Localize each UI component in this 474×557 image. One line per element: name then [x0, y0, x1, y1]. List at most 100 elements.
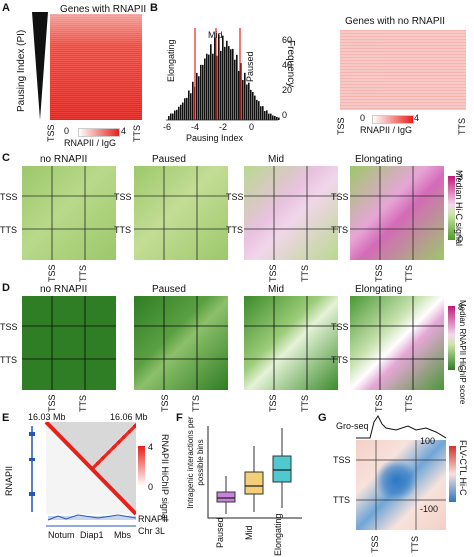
- panel-g-tss-xlabel: TSS: [370, 535, 380, 553]
- histogram-bar: [226, 40, 228, 120]
- histogram-bar: [272, 115, 274, 120]
- panel-g-tts-label: TTS: [333, 495, 350, 505]
- histogram-bar: [172, 113, 174, 120]
- histogram-bar: [190, 93, 192, 120]
- panel-e-cbar-label: RNAPII HiChIP signal: [160, 434, 170, 521]
- histogram-bar: [180, 104, 182, 120]
- gene-diap1: Diap1: [80, 530, 104, 540]
- no-rnapii-heatmap: [340, 30, 466, 110]
- panel-c-tss-label-4: TSS: [331, 192, 349, 202]
- panel-c-colorbar: [448, 176, 455, 240]
- boxplot-axes: [207, 426, 302, 519]
- boxplot-box: [244, 471, 264, 495]
- contact-pixel: [128, 430, 131, 433]
- hichip-map-mid: [244, 296, 338, 390]
- panel-e-letter: E: [2, 412, 10, 424]
- hist-xlabel: Pausing Index: [186, 133, 244, 143]
- histogram-bar: [254, 95, 256, 120]
- panel-d-tts-xlabel-3: TTS: [300, 395, 310, 412]
- hichip-grid-lines: [22, 296, 444, 390]
- histogram-bar: [196, 72, 198, 120]
- histogram-bar: [198, 76, 200, 120]
- panel-a-colorbar: [78, 128, 120, 137]
- panel-a-letter: A: [2, 2, 10, 14]
- panel-b-letter: B: [150, 2, 158, 14]
- histogram-bar: [174, 110, 176, 120]
- panel-d-tts-xlabel-4: TTS: [404, 395, 414, 412]
- panel-a-cbar-max: 4: [121, 126, 127, 136]
- contact-pixel: [113, 445, 116, 448]
- panel-d-letter: D: [2, 282, 10, 294]
- contact-pixel: [97, 461, 100, 464]
- panel-c-tts-label: TTS: [0, 225, 17, 235]
- flv-ctl-hic-map: [356, 440, 446, 530]
- panel-d-title-1: no RNAPII: [40, 284, 88, 295]
- panel-c-cbar-max: 3: [458, 172, 464, 182]
- hist-ytick-40: 40: [282, 60, 293, 70]
- histogram-bar: [214, 37, 216, 120]
- panel-d-tss-label-4: TSS: [331, 322, 349, 332]
- hist-ytick-0: 0: [282, 110, 288, 120]
- histogram-bar: [258, 101, 260, 120]
- panel-g-grid-lines: [356, 440, 446, 530]
- panel-e-chrom-label: Chr 3L: [138, 526, 166, 536]
- histogram-bar: [236, 54, 238, 120]
- histogram-bar: [230, 49, 232, 120]
- panel-d-cbar-min: 0: [458, 364, 464, 374]
- panel-c-title-1: no RNAPII: [40, 154, 88, 165]
- histogram-bar: [218, 34, 220, 120]
- gro-seq-label: Gro-seq: [336, 421, 369, 431]
- histogram-bar: [264, 111, 266, 120]
- histogram-bar: [186, 97, 188, 120]
- histogram-bar: [232, 48, 234, 120]
- hist-xtick-4: 0: [249, 122, 255, 132]
- panel-e-side-label: RNAPII: [4, 465, 14, 496]
- panel-e-cbar-max: 4: [148, 442, 154, 452]
- histogram-bar: [276, 116, 278, 120]
- boxplot-cat-mid: Mid: [244, 525, 254, 540]
- panel-d-tss-label: TSS: [0, 322, 18, 332]
- panel-a-title: Genes with RNAPII: [60, 4, 147, 15]
- panel-d-cbar-label: Median RNAPII HiChIP score: [458, 300, 467, 405]
- contact-pixel: [118, 440, 121, 443]
- boxplot-box: [216, 491, 236, 503]
- histogram-bar: [278, 117, 280, 120]
- hichip-map-paused: [134, 296, 228, 390]
- panel-c-letter: C: [2, 152, 10, 164]
- histogram-bar: [224, 46, 226, 120]
- histogram-bar: [208, 54, 210, 120]
- histogram-bar: [176, 109, 178, 120]
- panel-g-tss-label: TSS: [333, 455, 351, 465]
- hist-ytick-20: 20: [282, 85, 293, 95]
- histogram-bar: [262, 106, 264, 120]
- panel-g-colorbar: [449, 446, 456, 502]
- panel-b-cbar-max: 4: [414, 113, 420, 123]
- contact-pixel: [101, 457, 104, 460]
- histogram-bar: [268, 113, 270, 120]
- panel-d-tts-label-4: TTS: [331, 355, 348, 365]
- histogram-bar: [178, 106, 180, 120]
- hist-ytick-60: 60: [282, 35, 293, 45]
- histogram-bar: [248, 82, 250, 120]
- gene-notum: Notum: [48, 530, 75, 540]
- panel-c-cbar-min: 0: [458, 234, 464, 244]
- panel-e-cbar-min: 0: [148, 482, 154, 492]
- panel-d-tss-xlabel-4: TSS: [374, 394, 384, 412]
- panel-a-cbar-label: RNAPII / IgG: [64, 138, 117, 148]
- boxplot: [207, 426, 302, 519]
- panel-d-cbar-max: 8: [458, 302, 464, 312]
- panel-g-cbar-min: -100: [420, 504, 439, 514]
- histogram-bar: [252, 91, 254, 120]
- panel-d-tts-xlabel-2: TTS: [191, 395, 201, 412]
- histogram-bar: [256, 99, 258, 120]
- gro-seq-track: [356, 415, 446, 439]
- panel-d-title-2: Paused: [152, 284, 186, 295]
- pausing-index-histogram: [166, 28, 280, 121]
- histogram-bar: [182, 102, 184, 120]
- panel-c-tts-label-3: TTS: [226, 225, 243, 235]
- hic-grid-lines: [22, 166, 444, 260]
- boxplot-cat-elongating: Elongating: [273, 513, 283, 556]
- panel-c-title-3: Mid: [268, 154, 285, 165]
- panel-e-colorbar: [138, 446, 145, 486]
- histogram-bar: [274, 115, 276, 120]
